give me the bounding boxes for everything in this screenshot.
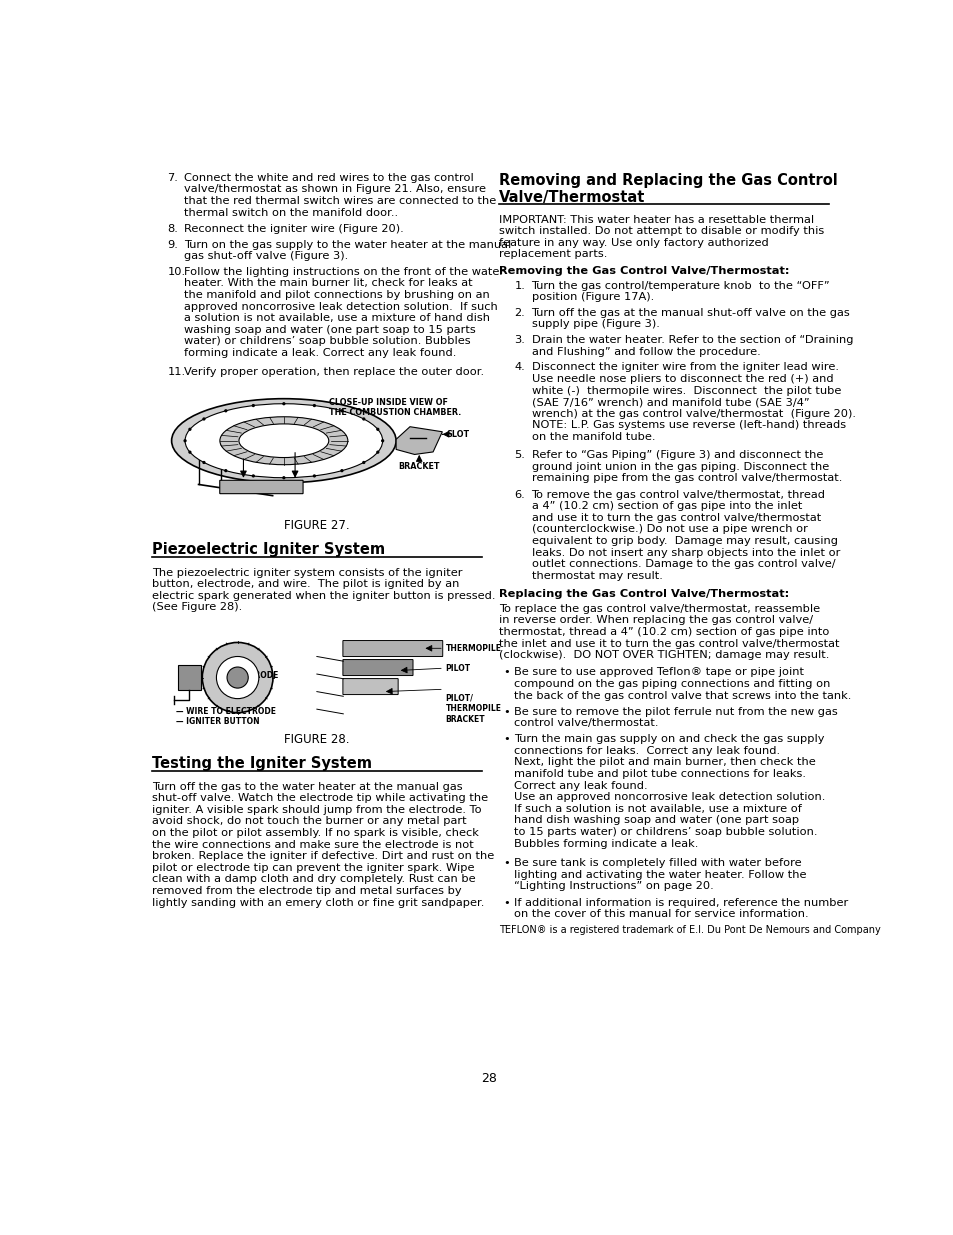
Text: SLOT: SLOT [446, 430, 469, 438]
Text: 28: 28 [480, 1072, 497, 1086]
FancyBboxPatch shape [342, 641, 442, 657]
Circle shape [340, 469, 342, 472]
Text: 5.: 5. [514, 451, 525, 461]
Text: The piezoelectric igniter system consists of the igniter
button, electrode, and : The piezoelectric igniter system consist… [152, 568, 495, 613]
Text: PILOT/
THERMOPILE
BRACKET: PILOT/ THERMOPILE BRACKET [445, 694, 501, 724]
Text: If additional information is required, reference the number
on the cover of this: If additional information is required, r… [514, 898, 848, 919]
Text: Follow the lighting instructions on the front of the water
heater. With the main: Follow the lighting instructions on the … [184, 267, 504, 358]
Circle shape [225, 410, 227, 411]
Text: 8.: 8. [167, 225, 178, 235]
Text: Turn off the gas to the water heater at the manual gas
shut-off valve. Watch the: Turn off the gas to the water heater at … [152, 782, 494, 908]
Circle shape [362, 419, 364, 420]
Text: MANIFOLD TUBE: MANIFOLD TUBE [219, 438, 294, 448]
Text: Removing and Replacing the Gas Control
Valve/Thermostat: Removing and Replacing the Gas Control V… [498, 173, 837, 205]
Text: Turn off the gas at the manual shut-off valve on the gas
supply pipe (Figure 3).: Turn off the gas at the manual shut-off … [531, 308, 849, 330]
Text: Reconnect the igniter wire (Figure 20).: Reconnect the igniter wire (Figure 20). [184, 225, 404, 235]
Text: — WIRE TO ELECTRODE
— IGNITER BUTTON: — WIRE TO ELECTRODE — IGNITER BUTTON [176, 706, 275, 726]
Circle shape [314, 475, 315, 477]
Text: Replacing the Gas Control Valve/Thermostat:: Replacing the Gas Control Valve/Thermost… [498, 589, 788, 599]
Text: Disconnect the igniter wire from the igniter lead wire.
Use needle nose pliers t: Disconnect the igniter wire from the ign… [531, 362, 855, 442]
Circle shape [283, 403, 285, 405]
Text: TEFLON® is a registered trademark of E.I. Du Pont De Nemours and Company: TEFLON® is a registered trademark of E.I… [498, 925, 880, 935]
Text: FIGURE 28.: FIGURE 28. [284, 734, 349, 746]
Circle shape [227, 667, 248, 688]
Circle shape [225, 469, 227, 472]
Ellipse shape [238, 424, 329, 457]
Circle shape [216, 657, 258, 699]
Circle shape [381, 440, 383, 442]
FancyBboxPatch shape [177, 664, 200, 690]
Text: Turn on the gas supply to the water heater at the manual
gas shut-off valve (Fig: Turn on the gas supply to the water heat… [184, 240, 511, 261]
Text: Piezoelectric Igniter System: Piezoelectric Igniter System [152, 542, 384, 557]
Circle shape [253, 475, 254, 477]
Text: •: • [503, 706, 510, 716]
Text: Removing the Gas Control Valve/Thermostat:: Removing the Gas Control Valve/Thermosta… [498, 266, 789, 277]
Text: TIP: TIP [288, 437, 302, 446]
Text: PILOT: PILOT [445, 663, 470, 673]
Ellipse shape [172, 399, 395, 483]
Text: •: • [503, 667, 510, 678]
Text: ELECTRODE: ELECTRODE [229, 671, 278, 680]
Text: •: • [503, 858, 510, 868]
Text: 4.: 4. [514, 362, 525, 373]
FancyBboxPatch shape [342, 678, 397, 694]
Text: 6.: 6. [514, 489, 525, 500]
Text: BRACKET: BRACKET [398, 462, 439, 471]
Text: •: • [503, 734, 510, 745]
Text: 7.: 7. [167, 173, 178, 183]
Text: 9.: 9. [167, 240, 178, 249]
Circle shape [253, 405, 254, 406]
Text: Turn the gas control/temperature knob  to the “OFF”
position (Figure 17A).: Turn the gas control/temperature knob to… [531, 280, 829, 303]
FancyBboxPatch shape [219, 480, 303, 494]
Text: Connect the white and red wires to the gas control
valve/thermostat as shown in : Connect the white and red wires to the g… [184, 173, 497, 217]
Text: FIGURE 27.: FIGURE 27. [284, 519, 350, 532]
FancyBboxPatch shape [342, 659, 413, 676]
Circle shape [376, 429, 378, 430]
Ellipse shape [219, 416, 348, 464]
Circle shape [376, 451, 378, 453]
Circle shape [189, 451, 191, 453]
Circle shape [184, 440, 186, 442]
Text: 3.: 3. [514, 335, 525, 345]
Text: Be sure to use approved Teflon® tape or pipe joint
compound on the gas piping co: Be sure to use approved Teflon® tape or … [514, 667, 851, 700]
Text: Testing the Igniter System: Testing the Igniter System [152, 756, 372, 771]
Ellipse shape [185, 404, 382, 478]
Text: Be sure tank is completely filled with water before
lighting and activating the : Be sure tank is completely filled with w… [514, 858, 806, 892]
Text: CLOSE-UP INSIDE VIEW OF
THE COMBUSTION CHAMBER.: CLOSE-UP INSIDE VIEW OF THE COMBUSTION C… [329, 398, 460, 417]
Circle shape [202, 642, 273, 713]
Text: 10.: 10. [167, 267, 185, 277]
Text: To remove the gas control valve/thermostat, thread
a 4” (10.2 cm) section of gas: To remove the gas control valve/thermost… [531, 489, 839, 580]
Polygon shape [395, 427, 442, 454]
Text: To replace the gas control valve/thermostat, reassemble
in reverse order. When r: To replace the gas control valve/thermos… [498, 604, 839, 661]
Text: Refer to “Gas Piping” (Figure 3) and disconnect the
ground joint union in the ga: Refer to “Gas Piping” (Figure 3) and dis… [531, 451, 841, 483]
Circle shape [203, 462, 205, 463]
Text: Drain the water heater. Refer to the section of “Draining
and Flushing” and foll: Drain the water heater. Refer to the sec… [531, 335, 852, 357]
Circle shape [314, 405, 315, 406]
Text: Verify proper operation, then replace the outer door.: Verify proper operation, then replace th… [184, 367, 484, 377]
Circle shape [203, 419, 205, 420]
Circle shape [340, 410, 342, 411]
Text: 11.: 11. [167, 367, 185, 377]
Text: Turn the main gas supply on and check the gas supply
connections for leaks.  Cor: Turn the main gas supply on and check th… [514, 734, 825, 848]
Circle shape [283, 477, 285, 479]
Text: •: • [503, 898, 510, 908]
Text: 1.: 1. [514, 280, 525, 290]
Text: Be sure to remove the pilot ferrule nut from the new gas
control valve/thermosta: Be sure to remove the pilot ferrule nut … [514, 706, 838, 729]
Circle shape [189, 429, 191, 430]
Circle shape [362, 462, 364, 463]
Text: 2.: 2. [514, 308, 525, 317]
Text: THERMOPILE: THERMOPILE [445, 643, 501, 653]
Text: IMPORTANT: This water heater has a resettable thermal
switch installed. Do not a: IMPORTANT: This water heater has a reset… [498, 215, 823, 259]
